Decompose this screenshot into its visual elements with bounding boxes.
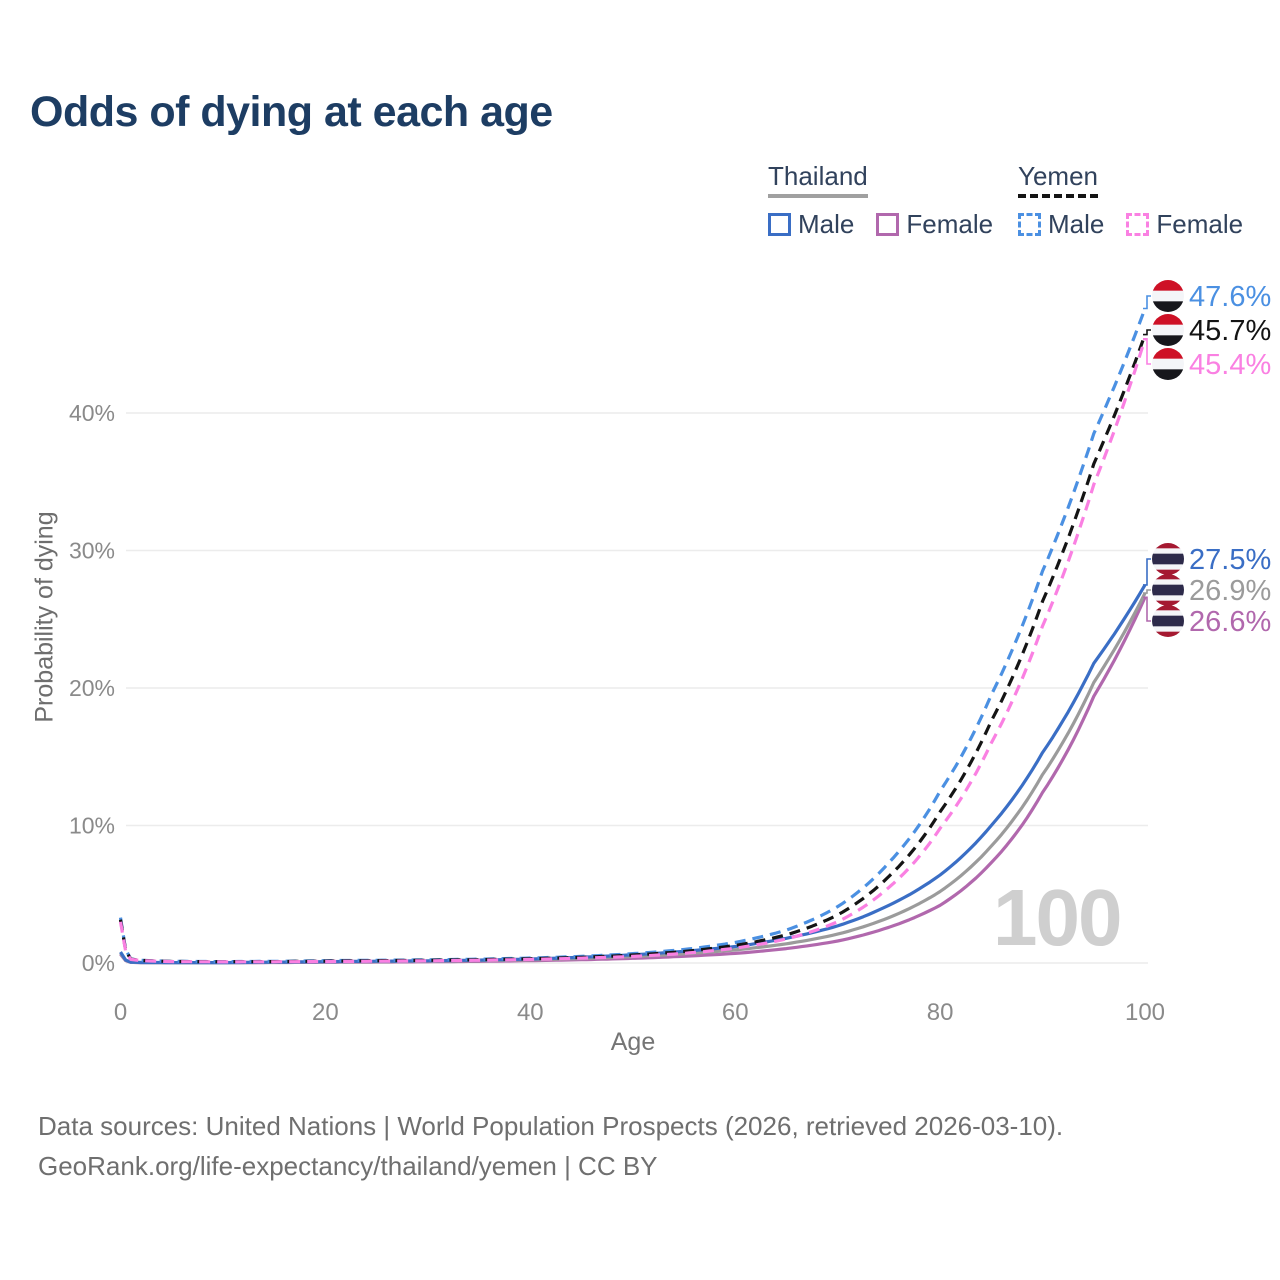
end-label-connector-yemen-female [1143,338,1151,365]
end-label-thailand-both: 26.9% [1189,575,1271,607]
legend-label-thailand-female: Female [906,208,994,239]
yemen-flag-icon [1152,314,1184,346]
end-label-yemen-both: 45.7% [1189,315,1271,347]
y-tick-label-40%: 40% [69,400,115,426]
legend-title-thailand[interactable]: Thailand [768,161,868,191]
legend-swatch-thailand-total-line [768,193,868,198]
legend-item-thailand-male[interactable]: Male [768,209,854,240]
yemen-female-swatch-icon [1126,212,1150,236]
thailand-flag-icon [1152,574,1184,606]
thailand-flag-icon [1152,605,1184,637]
yemen-male-swatch-icon [1018,212,1041,236]
legend-item-thailand-female[interactable]: Female [876,209,993,240]
y-tick-label-30%: 30% [69,538,115,564]
x-tick-label-20: 20 [312,999,339,1026]
thailand-male-swatch-icon [768,212,791,236]
legend-label-yemen-male: Male [1048,208,1105,239]
end-label-thailand-female: 26.6% [1189,606,1271,638]
legend-title-yemen[interactable]: Yemen [1018,161,1098,191]
legend-group-yemen: Yemen Male Female [1018,162,1265,240]
x-tick-label-80: 80 [927,999,954,1026]
end-label-yemen-male: 47.6% [1189,281,1271,313]
x-axis-title: Age [610,1028,656,1056]
x-tick-label-40: 40 [517,999,544,1026]
series-line-thailand-male[interactable] [119,584,1147,965]
footer-data-sources: Data sources: United Nations | World Pop… [38,1111,1064,1141]
x-tick-label-0: 0 [114,999,127,1026]
series-line-thailand-both[interactable] [119,592,1147,965]
x-tick-label-60: 60 [722,999,749,1026]
x-tick-label-100: 100 [1125,999,1165,1026]
end-label-connector-thailand-female [1143,596,1151,622]
yemen-flag-icon [1152,348,1184,380]
end-label-connector-yemen-male [1143,295,1151,310]
end-label-yemen-female: 45.4% [1189,349,1271,381]
legend-label-yemen-female: Female [1156,208,1244,239]
y-tick-label-10%: 10% [69,813,115,839]
y-tick-label-20%: 20% [69,675,115,701]
yemen-flag-icon [1152,280,1184,312]
age-watermark: 100 [993,873,1122,962]
end-label-connector-yemen-both [1143,329,1151,336]
legend-label-thailand-male: Male [798,208,855,239]
footer-attribution: GeoRank.org/life-expectancy/thailand/yem… [38,1151,658,1181]
series-line-yemen-female[interactable] [118,338,1147,964]
y-tick-label-0%: 0% [82,950,115,976]
footer: Data sources: United Nations | World Pop… [38,1106,1063,1186]
series-line-yemen-both[interactable] [118,334,1147,964]
legend-swatch-yemen-total-line [1018,193,1098,198]
legend-group-thailand: Thailand Male Female [768,162,1015,240]
legend-item-yemen-male[interactable]: Male [1018,209,1104,240]
chart-title: Odds of dying at each age [30,88,553,136]
end-label-connector-thailand-both [1143,589,1151,594]
thailand-flag-icon [1152,543,1184,575]
end-label-connector-thailand-male [1143,558,1151,586]
end-label-thailand-male: 27.5% [1189,544,1271,576]
legend-item-yemen-female[interactable]: Female [1126,209,1243,240]
thailand-female-swatch-icon [876,212,900,236]
series-line-thailand-female[interactable] [119,596,1147,965]
